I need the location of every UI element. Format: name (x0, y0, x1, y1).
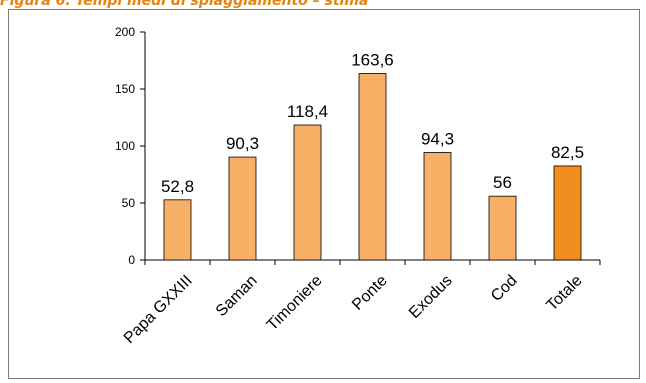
data-label: 90,3 (226, 134, 259, 153)
x-tick-label: Totale (543, 272, 585, 314)
bar (293, 124, 322, 261)
data-label: 82,5 (551, 143, 584, 162)
y-tick-label: 150 (115, 82, 135, 96)
x-tick-label: Papa GXXIII (121, 272, 196, 347)
chart-frame (8, 9, 640, 379)
x-tick-label: Exodus (406, 272, 456, 322)
bar (423, 152, 452, 261)
data-label: 56 (493, 173, 512, 192)
x-tick-label: Cod (488, 272, 521, 305)
y-tick-label: 0 (128, 253, 135, 267)
y-tick-label: 100 (115, 139, 135, 153)
data-label: 118,4 (287, 102, 328, 121)
bar (553, 165, 582, 261)
y-tick-label: 200 (115, 25, 135, 39)
bar (358, 73, 387, 261)
x-tick-label: Ponte (349, 272, 391, 314)
x-tick-label: Saman (213, 272, 261, 320)
data-label: 94,3 (421, 129, 454, 148)
data-label: 52,8 (161, 177, 194, 196)
data-label: 163,6 (351, 50, 394, 69)
bar (163, 199, 192, 261)
figure-caption: Figura 6. Tempi medi di spiaggiamento – … (0, 0, 369, 9)
bar (488, 195, 517, 261)
bar (228, 156, 257, 261)
x-tick-label: Timoniere (264, 272, 326, 334)
chart-bars (163, 73, 582, 261)
y-tick-label: 50 (122, 196, 136, 210)
